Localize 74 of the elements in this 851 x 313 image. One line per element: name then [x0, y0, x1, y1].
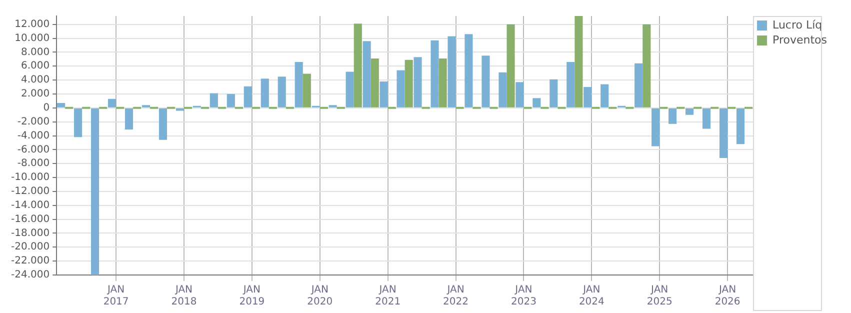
bar — [448, 36, 456, 108]
bar — [642, 24, 651, 108]
bar — [370, 58, 379, 108]
bar — [516, 82, 524, 108]
bar — [108, 98, 116, 108]
y-tick-label: -4.000 — [17, 130, 50, 142]
bar — [719, 108, 728, 158]
y-tick-label: -8.000 — [17, 158, 50, 170]
x-tick-label: JAN 2026 — [714, 284, 740, 308]
bar — [226, 94, 235, 108]
bar — [736, 108, 745, 144]
bar — [464, 34, 473, 108]
y-tick-label: 2.000 — [20, 88, 50, 100]
bar — [346, 72, 354, 108]
bar — [90, 108, 100, 275]
bar — [294, 62, 303, 108]
bar — [57, 103, 66, 108]
bar — [158, 108, 168, 140]
bar — [668, 108, 677, 124]
y-tick-label: -16.000 — [10, 214, 50, 225]
bar — [210, 93, 218, 108]
y-tick-label: 8.000 — [20, 46, 50, 58]
bar — [634, 63, 643, 108]
y-tick-label: -12.000 — [10, 186, 50, 198]
bar — [438, 58, 447, 108]
y-tick-label: -14.000 — [10, 200, 50, 211]
bar — [362, 41, 371, 108]
y-tick-label: 6.000 — [20, 60, 50, 72]
bar — [278, 76, 286, 108]
x-tick-label: JAN 2018 — [171, 284, 197, 308]
bar — [396, 70, 405, 108]
bar — [244, 86, 252, 108]
bar — [404, 60, 413, 108]
bar — [380, 81, 388, 108]
bar — [74, 108, 82, 138]
y-tick-label: -10.000 — [10, 172, 50, 184]
y-tick-label: 12.000 — [14, 18, 50, 30]
bar — [550, 79, 558, 108]
bar — [686, 108, 694, 115]
bar — [498, 72, 507, 108]
bar — [566, 62, 575, 108]
x-tick-label: JAN 2021 — [375, 284, 401, 308]
bar — [124, 108, 134, 130]
bar — [702, 108, 711, 129]
x-tick-label: JAN 2024 — [578, 284, 604, 308]
bar — [302, 74, 311, 108]
x-tick-label: JAN 2020 — [307, 284, 333, 308]
bar — [574, 16, 583, 108]
bar — [600, 84, 609, 108]
y-tick-label: 0 — [43, 102, 50, 114]
y-tick-label: -22.000 — [10, 256, 50, 267]
y-tick-label: -2.000 — [17, 116, 50, 128]
bar — [260, 78, 269, 108]
y-tick-label: -24.000 — [10, 270, 50, 281]
x-tick-label: JAN 2022 — [443, 284, 468, 308]
bar — [430, 40, 439, 108]
y-tick-label: 4.000 — [20, 74, 50, 86]
x-tick-label: JAN 2023 — [510, 284, 536, 308]
bar — [506, 24, 515, 108]
bar — [652, 108, 660, 146]
bar — [584, 87, 592, 108]
x-tick-label: JAN 2017 — [103, 284, 129, 308]
legend-label: Lucro Líq — [772, 18, 822, 32]
y-tick-label: -6.000 — [17, 144, 50, 156]
bar — [414, 57, 422, 108]
bar — [532, 98, 541, 108]
y-tick-label: -20.000 — [10, 242, 50, 253]
x-tick-label: JAN 2019 — [239, 284, 265, 308]
bar — [354, 24, 362, 108]
y-tick-label: 10.000 — [14, 32, 50, 44]
legend-label: Proventos — [772, 33, 828, 46]
bar — [482, 56, 490, 108]
y-tick-label: -18.000 — [10, 228, 50, 239]
x-tick-label: JAN 2025 — [646, 284, 672, 308]
